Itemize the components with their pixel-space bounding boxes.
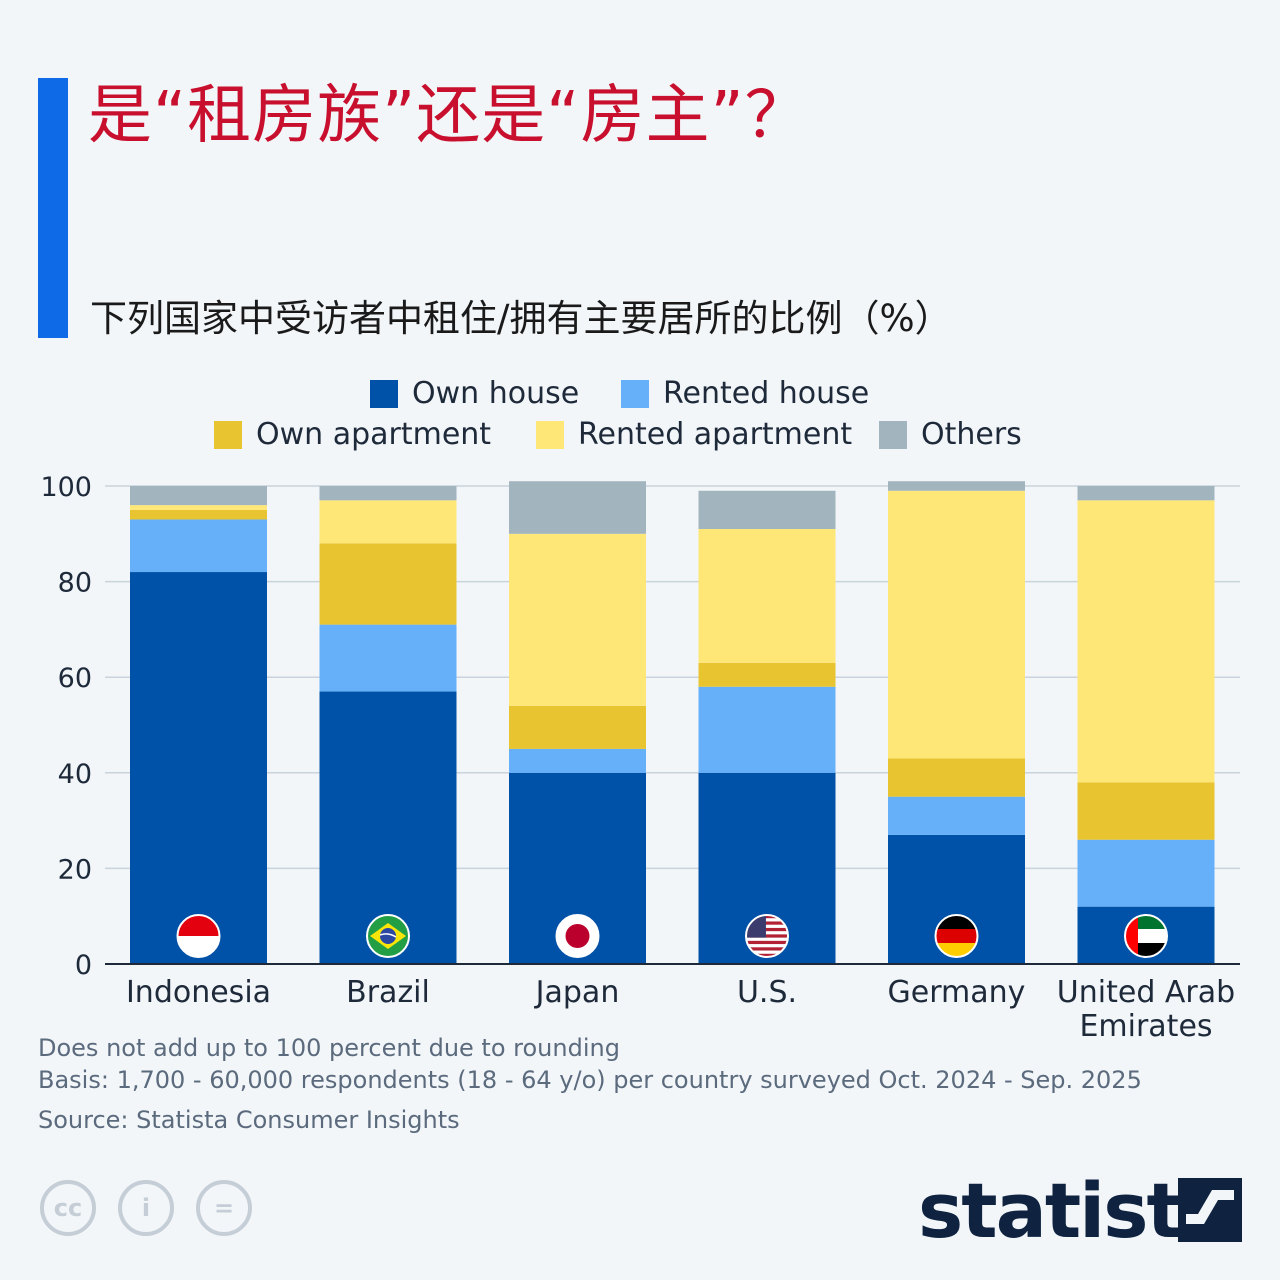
legend-item-own-house: Own house [370,376,579,411]
legend-label: Rented house [663,376,870,411]
bar-segment [319,500,457,544]
legend-label: Own house [412,376,580,411]
y-tick-label: 40 [58,759,92,790]
legend-swatch [214,420,242,449]
bar-segment [509,481,646,534]
flag-ring [934,914,979,958]
x-category-label: Emirates [1079,1009,1212,1044]
legend-swatch [370,379,398,408]
flag-ring [366,914,410,958]
bar-segment [698,529,836,663]
bar-segment [888,490,1025,759]
brazil-flag-icon [367,915,409,957]
legend-label: Rented apartment [578,417,853,452]
flag-ring [555,914,600,958]
y-tick-label: 100 [40,472,92,503]
bar-stack [888,481,1025,964]
bar-segment [509,748,646,773]
bar-segment [319,624,457,692]
bar-stack [319,486,457,964]
y-tick-label: 20 [58,854,92,885]
y-tick-label: 60 [58,663,92,694]
x-category-label: U.S. [737,975,797,1010]
legend-swatch [621,379,649,408]
flag-ring [745,914,789,958]
legend-swatch [536,420,564,449]
rounding-note: Does not add up to 100 percent due to ro… [38,1034,620,1062]
bar-segment [888,481,1025,491]
basis-note: Basis: 1,700 - 60,000 respondents (18 - … [38,1066,1142,1094]
bar-stack [509,481,646,964]
x-category-label: Brazil [346,975,430,1010]
bar-segment [1077,486,1215,501]
bar-segment [130,486,267,506]
stacked-bar-chart: 0 20 40 60 80 100 Indonesia Brazil Japan U.S. Germ… [40,472,1240,1044]
bar-segment [1077,500,1215,783]
bar-segment [130,519,267,573]
cc-icon[interactable]: cc [40,1180,96,1236]
y-tick-label: 0 [75,950,92,981]
x-category-label: Indonesia [126,975,271,1010]
attribution-icon[interactable]: i [118,1180,174,1236]
statista-logo-icon [1178,1178,1242,1242]
japan-flag-icon [556,915,599,957]
flag-ring [1124,914,1168,958]
legend-item-others: Others [879,417,1022,452]
legend-item-own-apartment: Own apartment [214,417,491,452]
bar-segment [130,509,267,520]
legend-swatch [879,420,907,449]
bar-segment [319,543,457,625]
x-category-label: Japan [534,975,620,1010]
bar-segment [698,490,836,530]
bar-segment [509,533,646,706]
bar-segment [130,505,267,510]
indonesia-flag-icon [177,915,220,957]
bar-stack [1077,486,1215,964]
bar-segment [698,662,836,687]
x-category-label: Germany [888,975,1026,1010]
legend-label: Own apartment [256,417,492,452]
page-title: 是“租房族”还是“房主”？ [88,79,810,153]
legend-label: Others [921,417,1022,452]
bar-stack [698,490,836,964]
flag-ring [176,914,221,958]
bar-segment [698,686,836,773]
bar-stack [130,486,267,964]
accent-bar [38,78,68,338]
source-note: Source: Statista Consumer Insights [38,1106,460,1134]
bar-segment [1077,782,1215,840]
legend-item-rented-apartment: Rented apartment [536,417,852,452]
no-derivatives-icon[interactable]: = [196,1180,252,1236]
y-tick-label: 80 [58,568,92,599]
chart-subtitle: 下列国家中受访者中租住/拥有主要居所的比例（%） [90,297,952,340]
bar-segment [130,572,267,964]
bar-segment [888,758,1025,797]
x-category-label: United Arab [1057,975,1235,1010]
bar-segment [1077,839,1215,907]
bar-segment [319,486,457,501]
bar-segment [509,705,646,749]
legend-item-rented-house: Rented house [621,376,869,411]
bar-segment [888,796,1025,835]
